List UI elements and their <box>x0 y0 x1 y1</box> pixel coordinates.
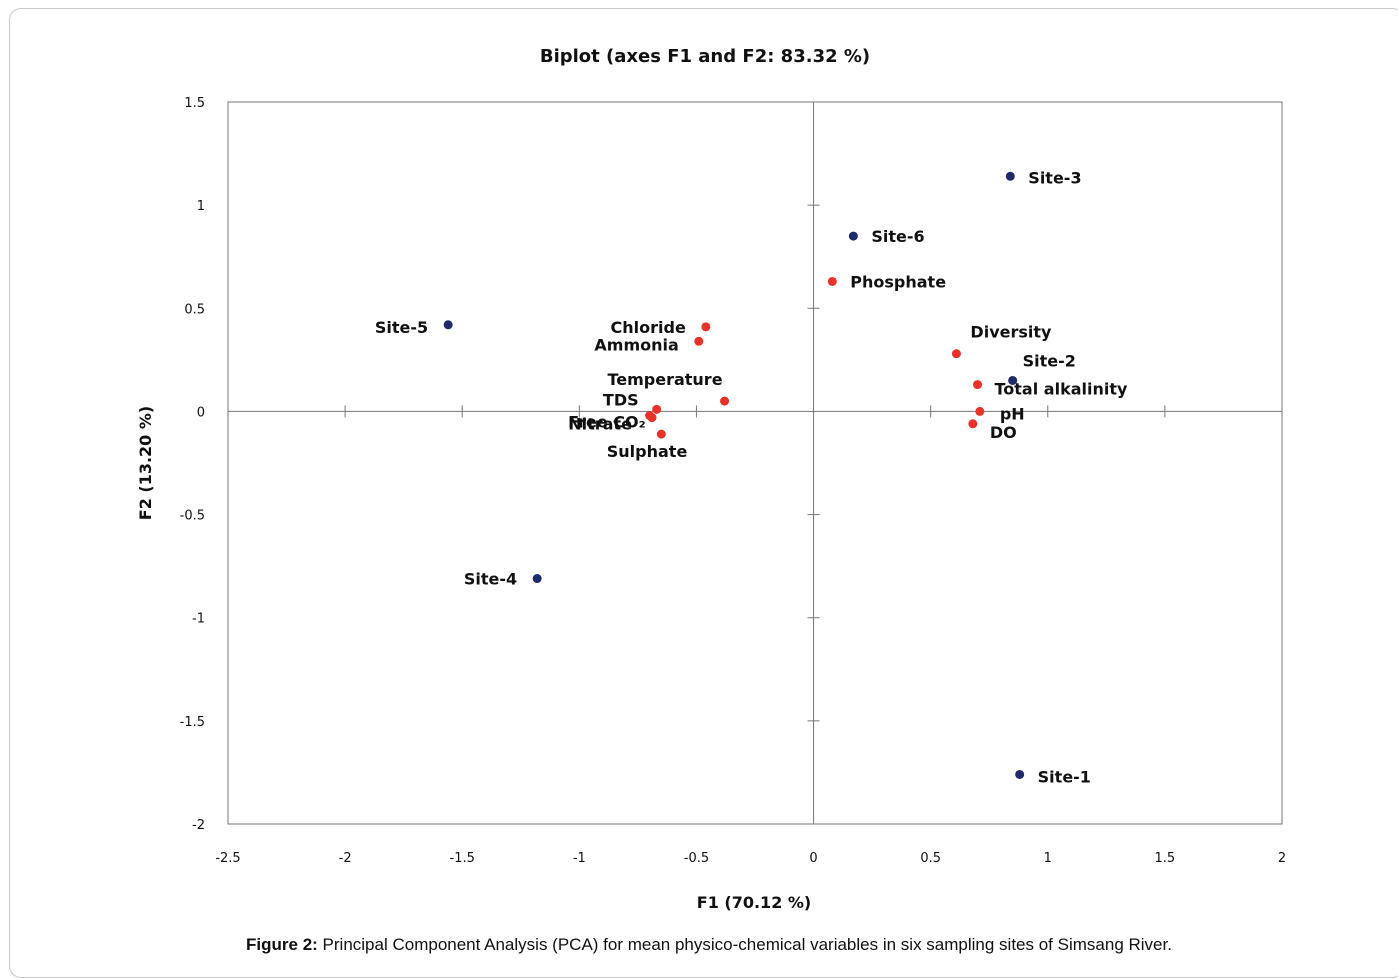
figure-caption: Figure 2: Principal Component Analysis (… <box>0 935 1398 955</box>
point-label: Site-4 <box>464 570 517 589</box>
data-point <box>645 411 655 421</box>
point-label: pH <box>1000 404 1025 423</box>
point-label: Chloride <box>611 318 686 337</box>
point-label: Ammonia <box>594 335 678 354</box>
x-tick-label: -0.5 <box>684 851 709 866</box>
point-label: Temperature <box>607 370 722 389</box>
point-label: Total alkalinity <box>995 380 1128 399</box>
data-point <box>720 396 730 406</box>
point-label: Site-1 <box>1038 767 1091 786</box>
y-tick-label: -0.5 <box>180 509 205 524</box>
point-label: Site-5 <box>375 318 428 337</box>
x-axis-label: F1 (70.12 %) <box>697 893 811 912</box>
y-tick-label: 0.5 <box>184 302 205 317</box>
chart-title: Biplot (axes F1 and F2: 83.32 %) <box>540 46 870 67</box>
point-label: Nitrate <box>568 415 632 434</box>
data-point <box>848 231 858 241</box>
data-point <box>951 349 961 359</box>
data-point <box>656 429 666 439</box>
point-label: Site-2 <box>1023 351 1076 370</box>
data-point <box>975 406 985 416</box>
point-label: Site-3 <box>1028 168 1081 187</box>
axes-layer <box>228 102 1282 824</box>
data-point <box>1015 769 1025 779</box>
y-tick-label: 0 <box>197 405 205 420</box>
y-tick-label: -1.5 <box>180 715 205 730</box>
x-tick-label: 1.5 <box>1155 851 1176 866</box>
point-label: Free CO₂ <box>568 413 645 432</box>
point-label: Site-6 <box>871 227 924 246</box>
plot-area <box>227 101 1283 825</box>
point-label: Phosphate <box>850 272 946 291</box>
x-tick-label: -2 <box>339 851 352 866</box>
caption-prefix: Figure 2: <box>246 935 318 954</box>
x-tick-label: 0 <box>809 851 817 866</box>
data-point <box>532 574 542 584</box>
y-tick-label: -2 <box>192 818 205 833</box>
y-tick-label: 1 <box>197 199 205 214</box>
x-tick-label: 1 <box>1044 851 1052 866</box>
point-label: Diversity <box>970 323 1052 342</box>
caption-text: Principal Component Analysis (PCA) for m… <box>317 935 1172 954</box>
data-point <box>968 419 978 429</box>
y-axis-label: F2 (13.20 %) <box>136 406 155 520</box>
x-tick-label: -1.5 <box>450 851 475 866</box>
x-tick-labels: -2.5 -2 -1.5 -1 -0.5 0 0.5 1 1.5 2 <box>215 851 1286 866</box>
point-labels: Site-1 Site-2 Site-3 Site-4 Site-5 Site-6 Phos… <box>375 168 1128 786</box>
x-tick-label: 0.5 <box>920 851 941 866</box>
x-tick-label: 2 <box>1278 851 1286 866</box>
data-point <box>443 320 453 330</box>
data-point <box>652 404 662 414</box>
x-tick-label: -1 <box>573 851 586 866</box>
data-point <box>827 276 837 286</box>
data-point <box>1008 375 1018 385</box>
data-point <box>694 336 704 346</box>
y-tick-label: -1 <box>192 612 205 627</box>
data-points <box>443 171 1025 779</box>
data-point <box>701 322 711 332</box>
biplot-chart: Biplot (axes F1 and F2: 83.32 %) -2.5 -2-… <box>136 46 1286 912</box>
x-tick-label: -2.5 <box>215 851 240 866</box>
data-point <box>1005 171 1015 181</box>
y-tick-label: 1.5 <box>184 96 205 111</box>
point-label: Sulphate <box>607 442 688 461</box>
data-point <box>973 380 983 390</box>
y-tick-labels: 1.5 1 0.5 0 -0.5 -1 -1.5 -2 <box>180 96 205 833</box>
point-label: DO <box>990 423 1017 442</box>
point-label: TDS <box>603 390 639 409</box>
